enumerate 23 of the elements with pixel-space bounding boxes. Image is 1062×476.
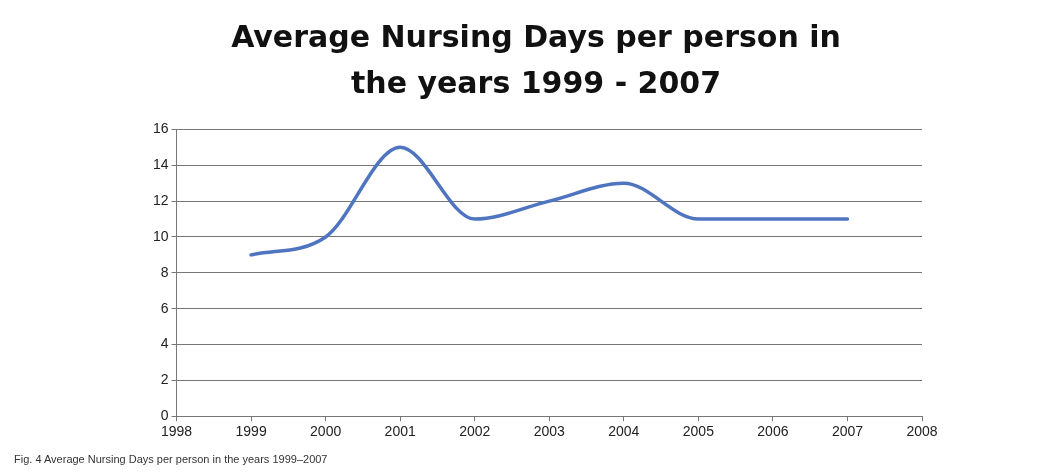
x-tick-label: 2006 [757,423,789,440]
y-tick-label: 12 [152,191,169,208]
x-tick-label: 2002 [459,423,491,440]
y-tick-label: 10 [152,227,169,244]
y-tick-label: 6 [160,299,169,316]
x-tick-label: 2005 [682,423,715,440]
x-tick-label: 2008 [906,423,938,440]
x-tick-label: 2004 [608,423,640,440]
x-tick-label: 1999 [235,423,267,440]
y-tick-label: 8 [160,263,169,280]
y-tick-label: 4 [160,335,169,352]
x-tick-label: 2000 [310,423,342,440]
y-tick-label: 14 [152,156,169,173]
y-tick-label: 2 [160,371,169,388]
line-series [249,145,850,257]
y-tick-label: 0 [160,407,169,424]
x-tick-label: 2007 [831,423,864,440]
caption: Fig. 4 Average Nursing Days per person in the years 1999–2007 [14,453,328,465]
x-tick-label: 2003 [533,423,566,440]
chart-title: Average Nursing Days per person in the years 1999 - 2007 [230,18,842,102]
x-tick-label: 1998 [160,423,193,440]
x-tick-label: 2001 [384,423,416,440]
y-tick-label: 16 [152,120,169,137]
